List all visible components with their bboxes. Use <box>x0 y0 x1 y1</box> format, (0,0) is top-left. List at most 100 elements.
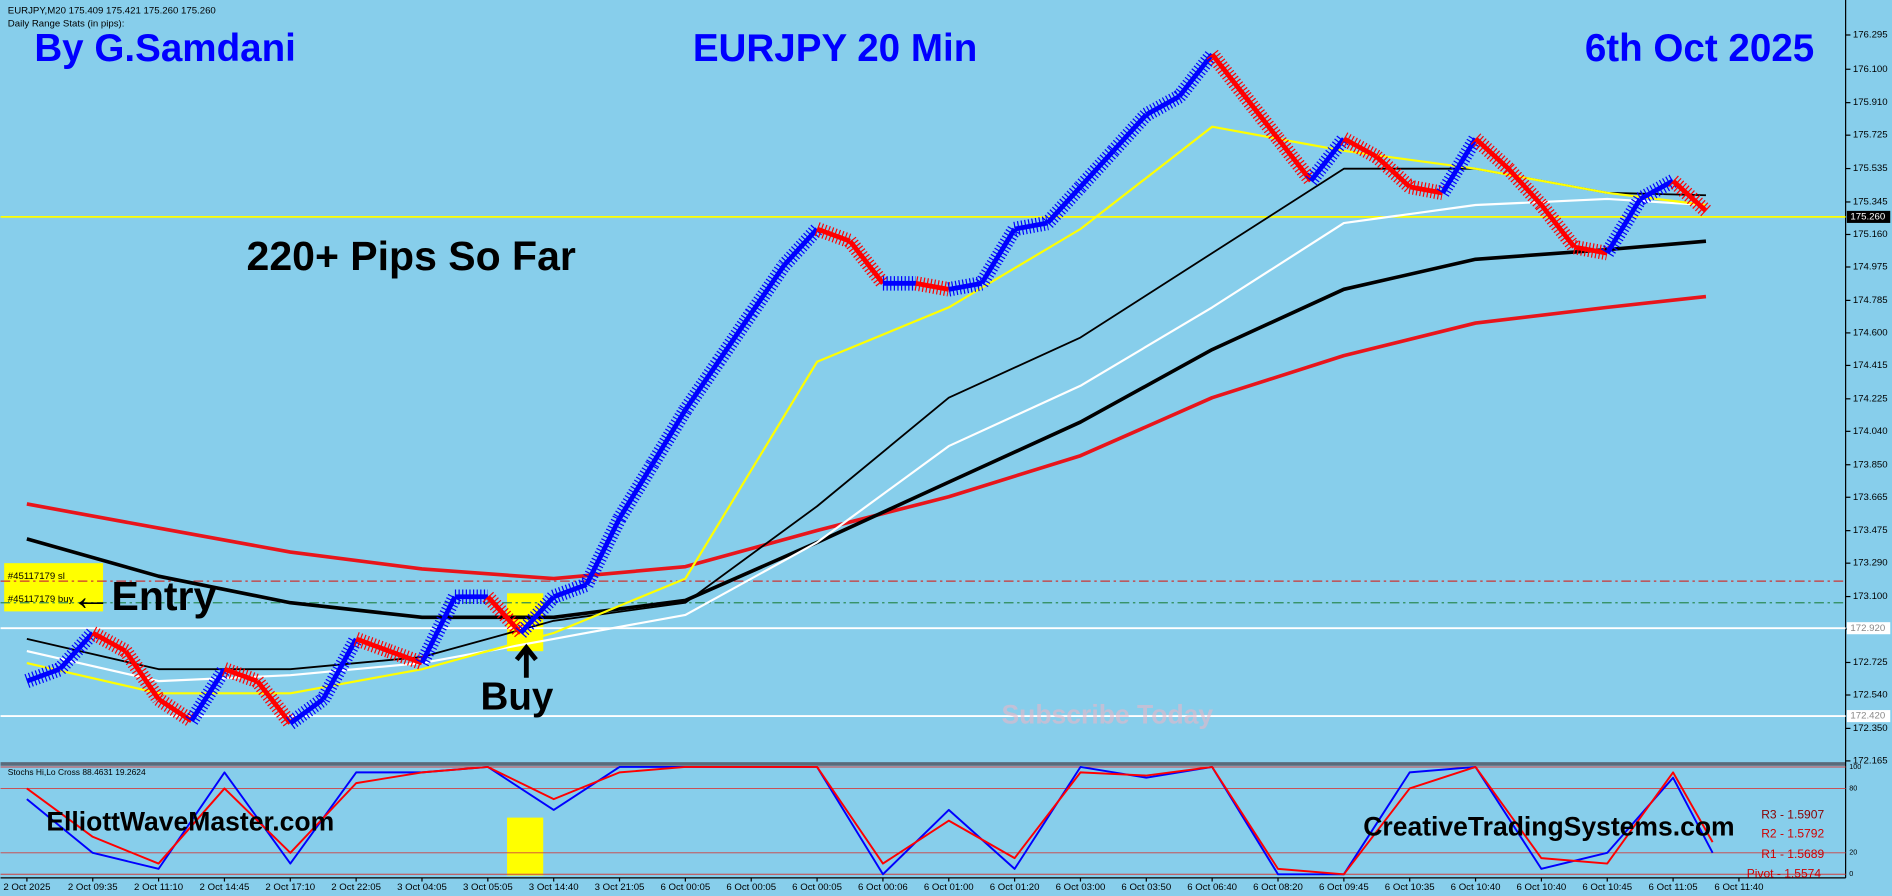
x-tick-label: 6 Oct 00:05 <box>792 882 842 893</box>
x-tick-label: 3 Oct 05:05 <box>463 882 513 893</box>
indicator-label: Stochs Hi,Lo Cross 88.4631 19.2624 <box>8 767 146 777</box>
x-tick-label: 6 Oct 11:40 <box>1714 882 1763 893</box>
price-segment <box>1276 137 1313 183</box>
price-segment <box>1210 52 1247 98</box>
price-segment <box>1605 197 1643 255</box>
price-segment <box>223 666 259 684</box>
pips-annotation: 220+ Pips So Far <box>247 233 576 279</box>
level-label-box <box>1846 210 1891 223</box>
y-tick-label: 175.345 <box>1853 197 1888 208</box>
price-segment <box>1573 244 1608 256</box>
price-segment <box>419 595 458 665</box>
y-tick-label: 172.725 <box>1853 657 1888 668</box>
price-segment <box>1440 137 1478 195</box>
x-tick-label: 6 Oct 10:45 <box>1582 882 1632 893</box>
y-tick-label: 172.165 <box>1853 755 1888 766</box>
panel-separator <box>0 762 1846 766</box>
price-segment <box>848 239 885 285</box>
watermark: Subscribe Today <box>1001 699 1213 729</box>
price-segment <box>518 595 556 635</box>
symbol-info: EURJPY,M20 175.409 175.421 175.260 175.2… <box>8 5 216 16</box>
x-tick-label: 3 Oct 04:05 <box>397 882 447 893</box>
y-tick-label: 176.100 <box>1853 64 1888 75</box>
y-tick-label: 173.475 <box>1853 525 1888 536</box>
moving-average <box>26 239 1707 620</box>
level-label-box <box>1846 710 1891 723</box>
price-segment <box>58 631 95 671</box>
buy-arrow <box>514 643 538 678</box>
trade-label: #45117179 buy <box>8 594 74 605</box>
price-segment <box>683 360 721 412</box>
price-segment <box>749 263 787 315</box>
level-label: 172.920 <box>1850 623 1885 634</box>
y-tick-label: 172.540 <box>1853 690 1888 701</box>
indicator-tick-label: 0 <box>1849 869 1853 878</box>
price-segment <box>123 649 161 701</box>
website: CreativeTradingSystems.com <box>1363 811 1734 841</box>
x-tick-label: 6 Oct 01:20 <box>990 882 1040 893</box>
x-tick-label: 6 Oct 11:05 <box>1649 882 1698 893</box>
x-tick-label: 6 Oct 08:20 <box>1253 882 1303 893</box>
price-segment <box>1473 136 1511 171</box>
range-stats: Daily Range Stats (in pips): <box>8 19 125 30</box>
indicator-tick-label: 100 <box>1849 762 1861 771</box>
price-segment <box>1111 112 1149 153</box>
price-segment <box>1014 220 1048 232</box>
price-segment <box>255 679 293 725</box>
price-segment <box>355 636 390 654</box>
price-segment <box>650 408 688 466</box>
price-segment <box>486 595 523 635</box>
price-segment <box>388 648 423 666</box>
indicator-tick-label: 80 <box>1849 783 1857 792</box>
y-tick-label: 173.665 <box>1853 492 1888 503</box>
price-segment <box>1309 137 1346 183</box>
x-tick-label: 3 Oct 21:05 <box>595 882 645 893</box>
y-tick-label: 174.975 <box>1853 262 1888 273</box>
oscillator-line <box>26 766 1714 876</box>
x-tick-label: 2 Oct 22:05 <box>331 882 381 893</box>
pivot-label: R3 - 1.5907 <box>1761 807 1824 821</box>
trade-label: #45117179 sl <box>8 571 65 582</box>
price-segment <box>1078 149 1116 189</box>
x-tick-label: 6 Oct 06:40 <box>1187 882 1237 893</box>
x-tick-label: 3 Oct 14:40 <box>529 882 579 893</box>
y-tick-label: 175.910 <box>1853 97 1888 108</box>
price-segment <box>552 582 588 600</box>
price-segment <box>1409 184 1444 196</box>
y-tick-label: 174.785 <box>1853 295 1888 306</box>
price-segment <box>584 517 622 586</box>
x-tick-label: 6 Oct 03:50 <box>1121 882 1171 893</box>
price-segment <box>26 666 61 684</box>
price-segment <box>321 637 359 701</box>
x-tick-label: 6 Oct 03:00 <box>1056 882 1106 893</box>
website: ElliottWaveMaster.com <box>46 807 334 837</box>
price-segment <box>716 312 754 364</box>
x-tick-label: 2 Oct 11:10 <box>134 882 183 893</box>
level-label: 175.260 <box>1850 211 1885 222</box>
price-segment <box>1243 95 1280 141</box>
marks: 176.295 176.100 175.910 175.725 175.535 175.3… <box>0 30 1891 893</box>
entry-annotation: ←Entry <box>71 573 217 619</box>
x-tick-label: 6 Oct 01:00 <box>924 882 974 893</box>
pivot-label: Pivot - 1.5574 <box>1747 866 1822 880</box>
y-tick-label: 174.600 <box>1853 327 1888 338</box>
price-segment <box>1506 167 1544 207</box>
price-segment <box>189 667 227 723</box>
price-segment <box>1671 179 1708 213</box>
y-tick-label: 174.040 <box>1853 426 1888 437</box>
x-tick-label: 6 Oct 09:45 <box>1319 882 1369 893</box>
chart-date: 6th Oct 2025 <box>1585 27 1814 70</box>
pivot-label: R1 - 1.5689 <box>1761 847 1824 861</box>
y-tick-label: 174.225 <box>1853 393 1888 404</box>
x-tick-label: 6 Oct 00:06 <box>858 882 908 893</box>
y-tick-label: 173.100 <box>1853 591 1888 602</box>
oscillator-line <box>26 766 1714 876</box>
indicator-highlight <box>507 817 544 876</box>
price-segment <box>915 280 950 292</box>
level-label: 172.420 <box>1850 711 1885 722</box>
x-tick-label: 2 Oct 14:45 <box>200 882 250 893</box>
y-tick-label: 172.350 <box>1853 723 1888 734</box>
moving-average <box>26 197 1707 683</box>
price-segment <box>288 697 325 726</box>
